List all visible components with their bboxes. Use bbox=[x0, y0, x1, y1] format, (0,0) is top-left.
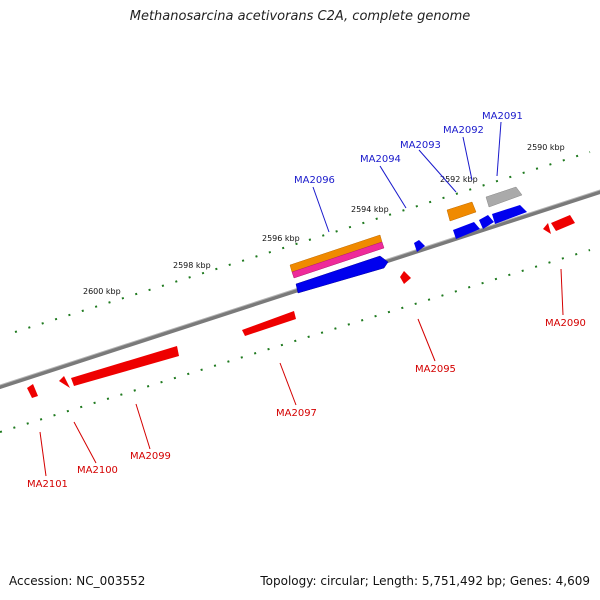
gene-feature-ma2100[interactable] bbox=[59, 376, 70, 388]
gene-feature-ma2101[interactable] bbox=[27, 384, 38, 398]
leader-ma2091 bbox=[496, 121, 502, 177]
gene-label-ma2093[interactable]: MA2093 bbox=[400, 140, 441, 151]
leader-ma2097 bbox=[279, 362, 297, 406]
scale-label-2596: 2596 kbp bbox=[262, 234, 300, 243]
leader-ma2099 bbox=[135, 403, 151, 450]
gene-label-ma2100[interactable]: MA2100 bbox=[77, 465, 118, 476]
genome-summary-text: Topology: circular; Length: 5,751,492 bp… bbox=[260, 574, 590, 588]
gene-feature-ma2092[interactable] bbox=[479, 215, 494, 229]
map-title: Methanosarcina acetivorans C2A, complete… bbox=[129, 9, 471, 24]
gene-feature-ma2094[interactable] bbox=[414, 240, 425, 252]
inner-tick-track bbox=[0, 249, 591, 433]
scale-label-2598: 2598 kbp bbox=[173, 261, 211, 270]
leader-ma2090 bbox=[560, 268, 564, 316]
leader-ma2092 bbox=[462, 136, 473, 181]
gene-label-ma2090[interactable]: MA2090 bbox=[545, 318, 586, 329]
scale-label-2594: 2594 kbp bbox=[351, 205, 389, 214]
leader-ma2100 bbox=[73, 421, 97, 464]
scale-label-2600: 2600 kbp bbox=[83, 287, 121, 296]
gene-label-ma2099[interactable]: MA2099 bbox=[130, 451, 171, 462]
gene-feature-ma2096-pink[interactable] bbox=[291, 241, 385, 279]
gene-label-ma2094[interactable]: MA2094 bbox=[360, 154, 401, 165]
gene-feature-ma2095[interactable] bbox=[400, 271, 411, 284]
leader-ma2094 bbox=[379, 165, 407, 209]
leader-ma2101 bbox=[39, 431, 47, 477]
leader-ma2095 bbox=[417, 318, 436, 362]
gene-label-ma2091[interactable]: MA2091 bbox=[482, 111, 523, 122]
leader-ma2096 bbox=[312, 186, 330, 233]
gene-feature-ma2091[interactable] bbox=[492, 205, 527, 224]
gene-label-ma2095[interactable]: MA2095 bbox=[415, 364, 456, 375]
gene-feature-ma2099[interactable] bbox=[71, 346, 179, 386]
accession-text: Accession: NC_003552 bbox=[9, 574, 146, 588]
gene-feature-ma2090[interactable] bbox=[551, 215, 575, 231]
scale-label-2590: 2590 kbp bbox=[527, 143, 565, 152]
gene-label-ma2092[interactable]: MA2092 bbox=[443, 125, 484, 136]
gene-label-ma2101[interactable]: MA2101 bbox=[27, 479, 68, 490]
gene-feature-ma2093[interactable] bbox=[453, 222, 480, 239]
gene-label-ma2096[interactable]: MA2096 bbox=[294, 175, 335, 186]
scale-label-2592: 2592 kbp bbox=[440, 175, 478, 184]
gene-feature-ma2090-b[interactable] bbox=[543, 223, 551, 234]
gene-feature-ma2096[interactable] bbox=[295, 255, 389, 294]
gene-label-ma2097[interactable]: MA2097 bbox=[276, 408, 317, 419]
gene-feature-ma2097[interactable] bbox=[242, 311, 296, 336]
leader-ma2093 bbox=[418, 149, 457, 193]
gene-feature-ma2093-orange[interactable] bbox=[446, 201, 477, 222]
gene-feature-ma2091-gray[interactable] bbox=[485, 186, 523, 208]
